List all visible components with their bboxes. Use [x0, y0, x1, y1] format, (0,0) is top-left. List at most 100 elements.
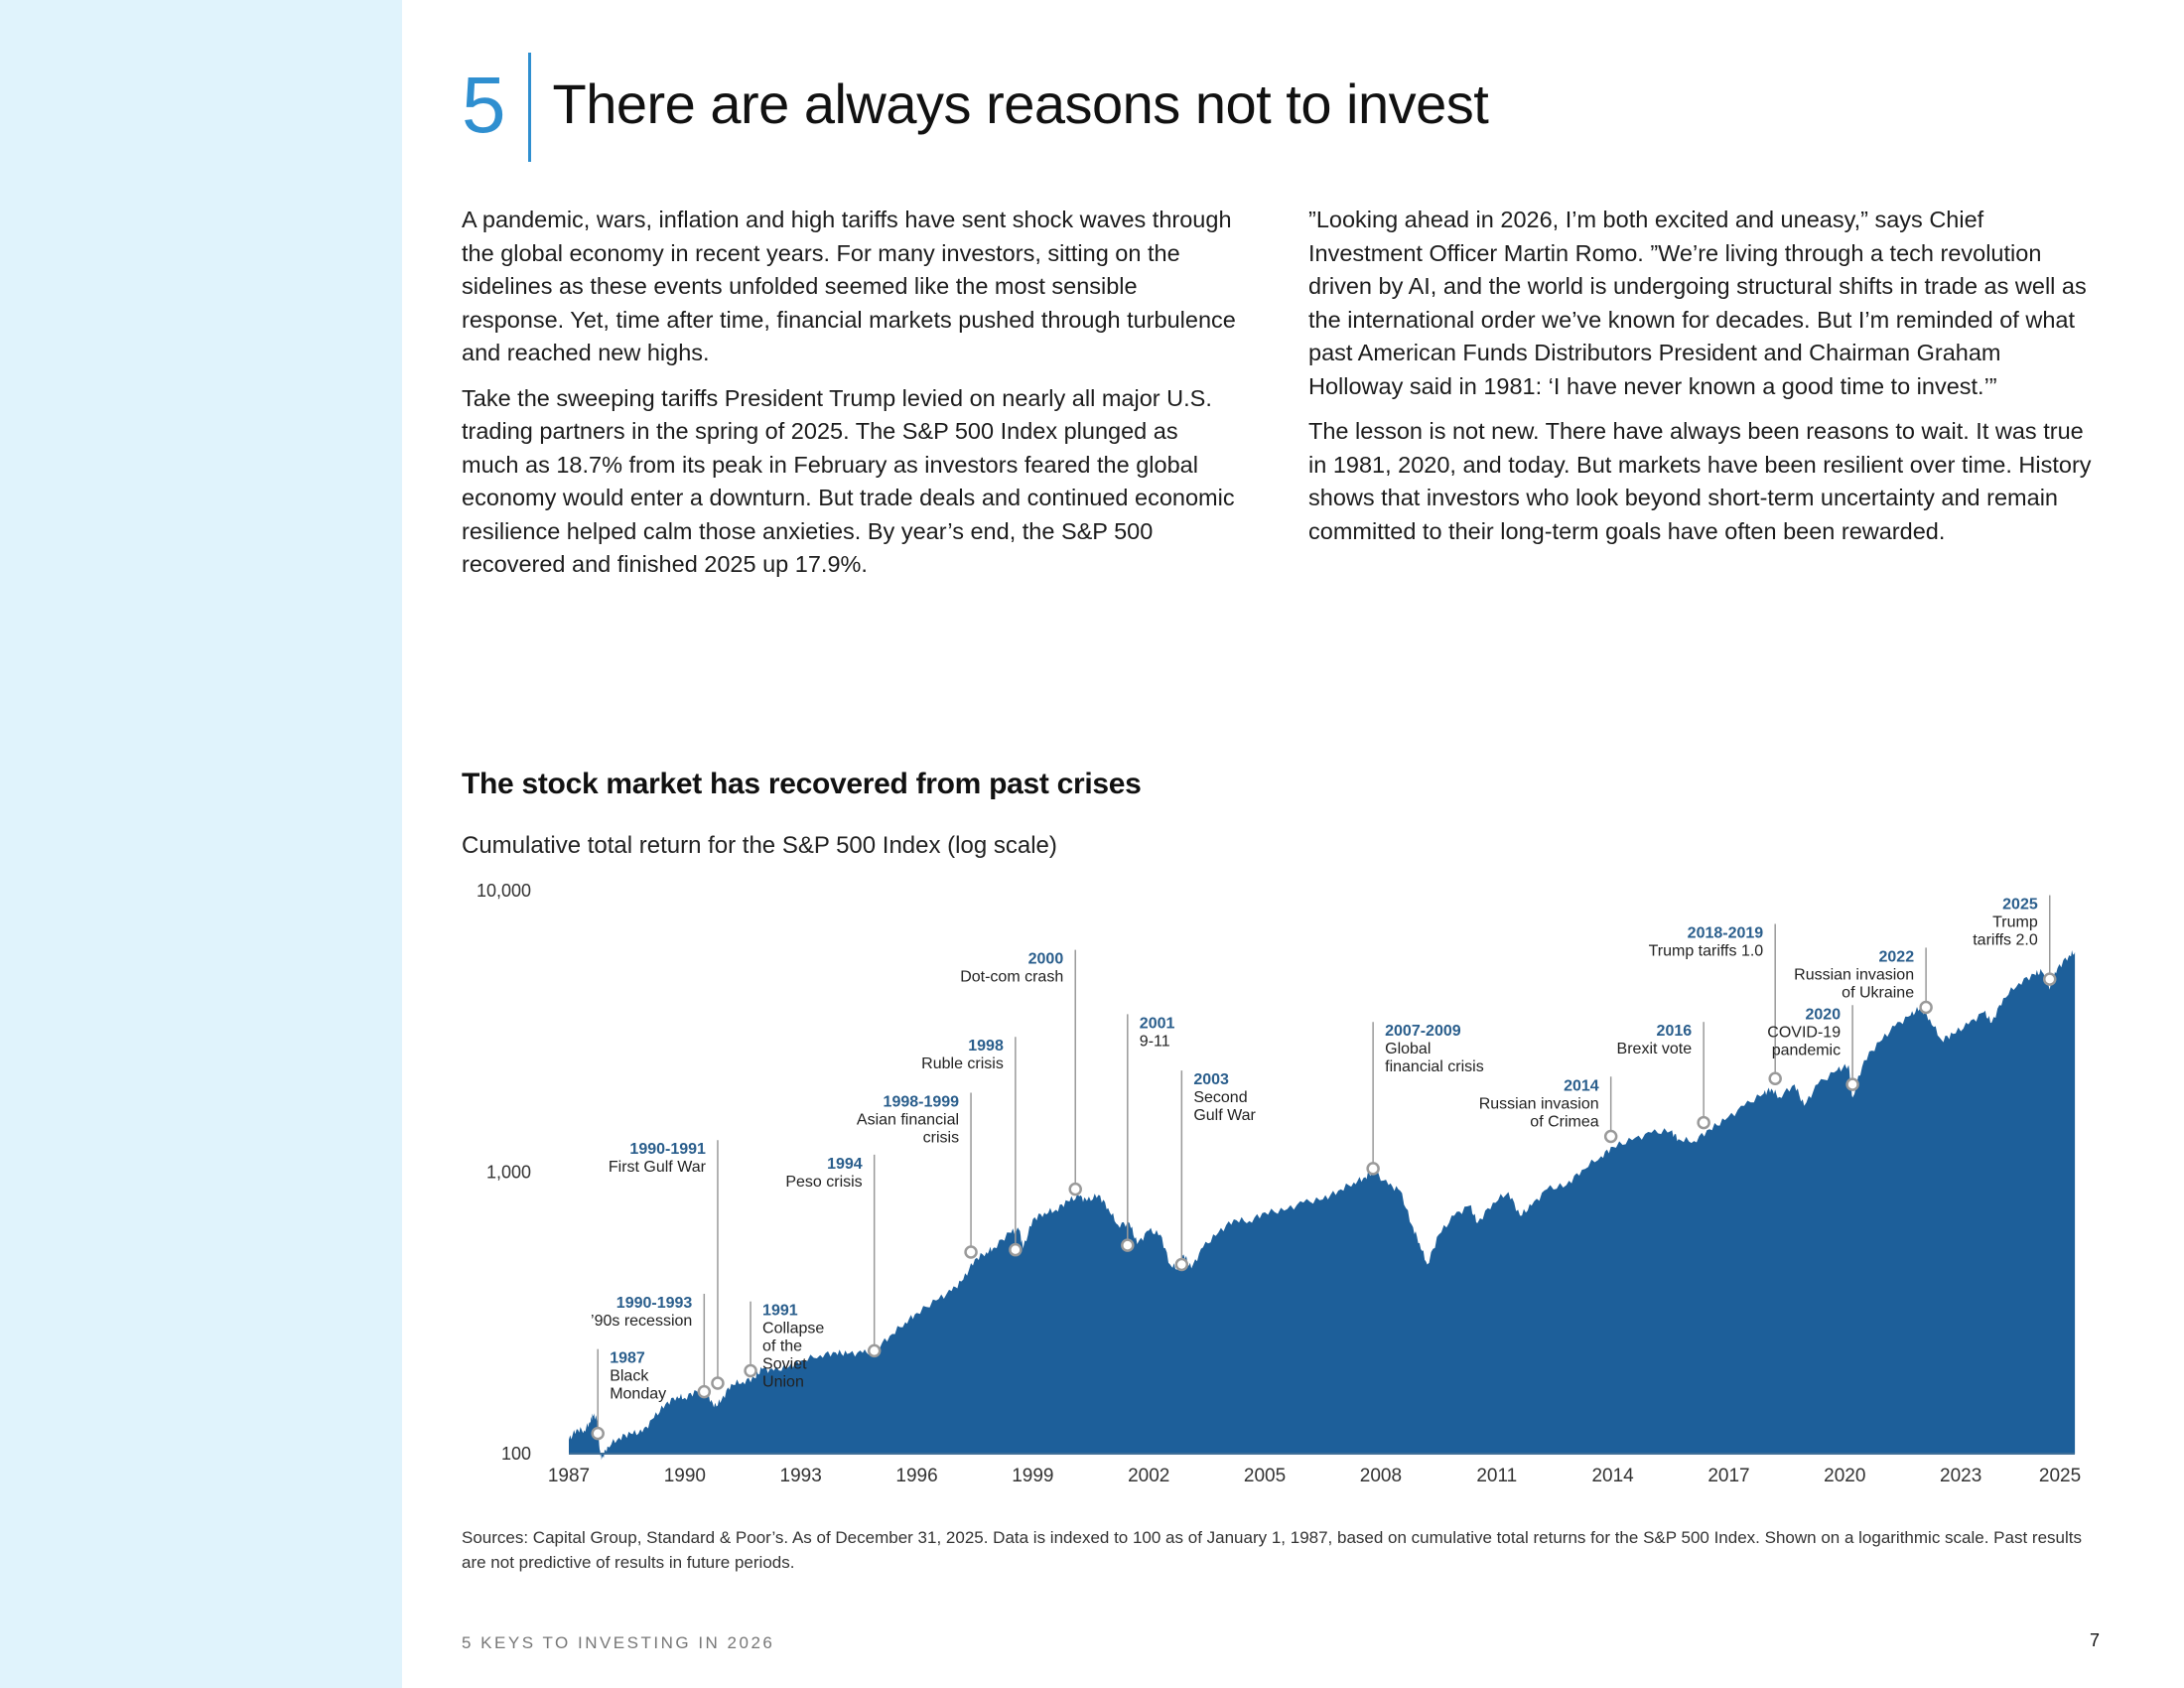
- annotation-year: 1998: [968, 1038, 1004, 1055]
- event-marker: [867, 1343, 882, 1358]
- annotation-text: Ruble crisis: [921, 1055, 1004, 1072]
- chart-sources: Sources: Capital Group, Standard & Poor’…: [462, 1528, 2082, 1572]
- x-tick-label: 2014: [1591, 1466, 1634, 1486]
- annotation-text: Russian invasion: [1479, 1095, 1599, 1112]
- y-tick-label: 10,000: [477, 881, 531, 901]
- event-marker: [1366, 1162, 1380, 1176]
- annotation-year: 2001: [1140, 1015, 1175, 1032]
- y-tick-label: 100: [501, 1444, 531, 1464]
- annotation-text: Union: [762, 1374, 804, 1391]
- event-marker: [1603, 1129, 1618, 1144]
- annotation-text: Global: [1385, 1041, 1431, 1057]
- body-column-left: A pandemic, wars, inflation and high tar…: [462, 204, 1236, 594]
- annotation-text: First Gulf War: [609, 1159, 707, 1176]
- annotation-year: 2025: [2002, 897, 2038, 914]
- section-title: There are always reasons not to invest: [552, 72, 1489, 135]
- body-paragraph: Take the sweeping tariffs President Trum…: [462, 384, 1235, 578]
- annotation-text: Trump: [1992, 914, 2038, 931]
- event-marker: [1121, 1238, 1135, 1252]
- x-tick-label: 2017: [1707, 1466, 1749, 1486]
- annotation-year: 2018-2019: [1688, 924, 1764, 941]
- event-marker: [2042, 972, 2057, 986]
- annotation-text: Second: [1193, 1089, 1247, 1106]
- event-marker: [1697, 1115, 1710, 1130]
- chart-subtitle: Cumulative total return for the S&P 500 …: [462, 832, 1057, 859]
- section-number: 5: [462, 60, 506, 149]
- annotation-text: financial crisis: [1385, 1058, 1484, 1075]
- annotation-year: 2007-2009: [1385, 1023, 1461, 1040]
- annotation-text: tariffs 2.0: [1973, 932, 2038, 949]
- annotation-year: 1987: [610, 1350, 645, 1367]
- x-tick-label: 2020: [1824, 1466, 1865, 1486]
- event-marker: [1845, 1077, 1859, 1091]
- annotation-text: COVID-19: [1767, 1024, 1841, 1041]
- annotation-text: of the: [762, 1338, 802, 1355]
- annotation-year: 2000: [1028, 951, 1064, 968]
- chart-title: The stock market has recovered from past…: [462, 768, 1142, 800]
- annotation-text: of Crimea: [1530, 1113, 1598, 1130]
- body-column-right: ”Looking ahead in 2026, I’m both excited…: [1308, 204, 2093, 560]
- y-tick-label: 1,000: [486, 1163, 531, 1183]
- body-paragraph: The lesson is not new. There have always…: [1308, 418, 2092, 544]
- annotation-year: 2020: [1806, 1006, 1842, 1023]
- annotation-text: crisis: [923, 1129, 959, 1146]
- annotation-year: 1990-1991: [629, 1141, 706, 1158]
- annotation-year: 2016: [1657, 1023, 1693, 1040]
- x-tick-label: 2005: [1244, 1466, 1286, 1486]
- series-area: [569, 950, 2076, 1461]
- annotation-year: 2022: [1879, 948, 1915, 965]
- event-marker: [697, 1384, 712, 1399]
- annotation-text: Peso crisis: [785, 1174, 862, 1191]
- x-tick-label: 1996: [895, 1466, 937, 1486]
- body-paragraph: A pandemic, wars, inflation and high tar…: [462, 207, 1236, 365]
- event-marker: [1068, 1182, 1082, 1196]
- event-marker: [1919, 1000, 1933, 1015]
- event-marker: [711, 1376, 725, 1390]
- annotation-text: Trump tariffs 1.0: [1649, 942, 1764, 959]
- annotation-text: Black: [610, 1368, 649, 1385]
- x-tick-label: 1990: [664, 1466, 706, 1486]
- annotation-text: Russian invasion: [1794, 966, 1914, 983]
- annotation-text: Soviet: [762, 1356, 807, 1373]
- annotation-year: 1990-1993: [616, 1295, 693, 1312]
- x-tick-label: 1993: [780, 1466, 822, 1486]
- annotation-text: Asian financial: [857, 1111, 959, 1128]
- event-marker: [591, 1426, 605, 1441]
- annotation-text: Collapse: [762, 1321, 824, 1337]
- x-tick-label: 1999: [1012, 1466, 1053, 1486]
- annotation-text: of Ukraine: [1842, 984, 1914, 1001]
- annotation-year: 1998-1999: [884, 1093, 960, 1110]
- annotation-text: Monday: [610, 1386, 666, 1403]
- section-header: 5 There are always reasons not to invest: [462, 50, 1489, 164]
- x-tick-label: 1987: [548, 1466, 590, 1486]
- x-tick-label: 2008: [1360, 1466, 1402, 1486]
- event-marker: [1009, 1242, 1023, 1257]
- annotation-text: ’90s recession: [591, 1313, 692, 1330]
- x-tick-label: 2023: [1940, 1466, 1981, 1486]
- x-tick-label: 2025: [2039, 1466, 2081, 1486]
- body-paragraph: ”Looking ahead in 2026, I’m both excited…: [1308, 207, 2087, 399]
- x-tick-label: 2002: [1128, 1466, 1169, 1486]
- annotation-year: 2014: [1564, 1077, 1599, 1094]
- event-marker: [964, 1245, 978, 1259]
- annotation-year: 2003: [1193, 1071, 1229, 1088]
- event-marker: [1768, 1071, 1782, 1086]
- annotation-year: 1994: [827, 1156, 863, 1173]
- event-marker: [744, 1363, 757, 1378]
- annotation-1990-1993: 1990-1993’90s recession: [591, 1294, 712, 1399]
- annotation-text: Dot-com crash: [960, 969, 1063, 986]
